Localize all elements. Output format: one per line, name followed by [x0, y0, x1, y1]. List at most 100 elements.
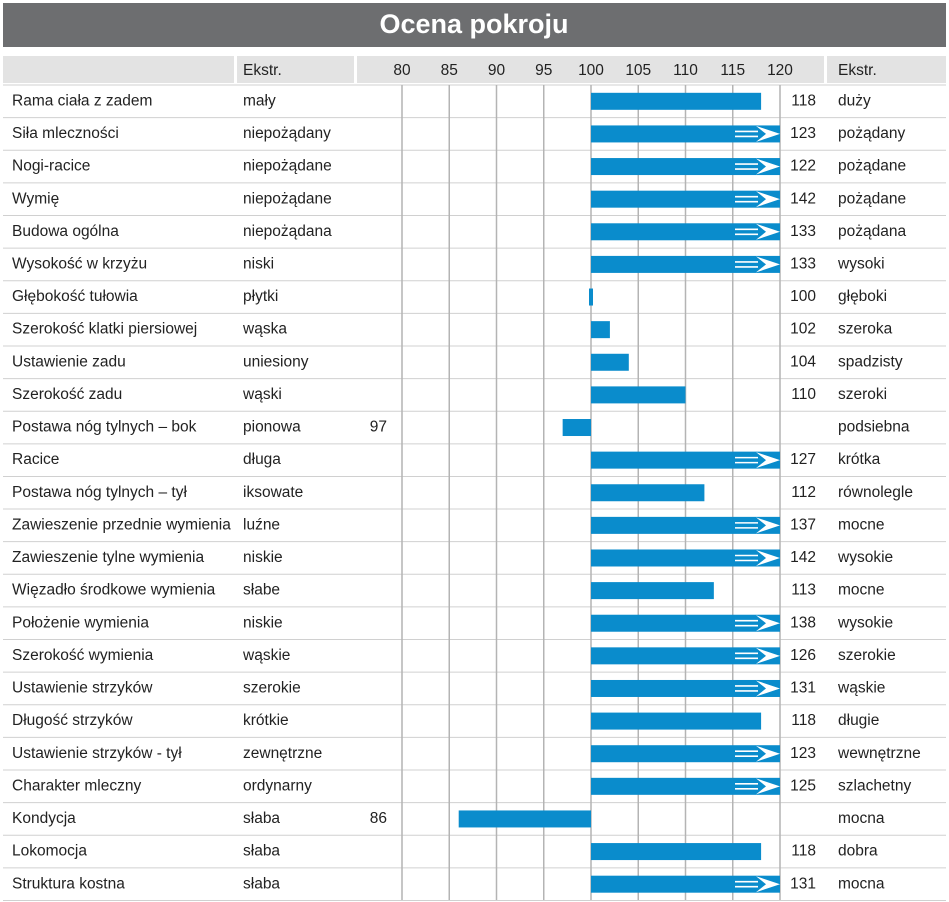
category-label: Rama ciała z zadem	[12, 92, 152, 109]
low-extreme-label: słaba	[243, 843, 280, 860]
low-extreme-label: pionowa	[243, 419, 301, 436]
category-label: Charakter mleczny	[12, 777, 141, 794]
category-label: Zawieszenie przednie wymienia	[12, 516, 231, 533]
high-extreme-label: wąskie	[837, 680, 885, 697]
overflow-arrow	[756, 680, 780, 697]
header-left: Ekstr.	[243, 62, 282, 79]
high-extreme-label: głęboki	[838, 288, 887, 305]
bar	[591, 125, 780, 143]
category-label: Kondycja	[12, 810, 76, 827]
category-label: Postawa nóg tylnych – bok	[12, 419, 197, 436]
low-extreme-label: iksowate	[243, 484, 303, 501]
low-extreme-label: wąski	[242, 386, 282, 403]
bar	[591, 386, 686, 404]
bar	[591, 516, 780, 534]
bar	[591, 158, 780, 176]
low-extreme-label: niepożądana	[243, 223, 332, 240]
value-label: 127	[790, 451, 816, 468]
category-label: Nogi-racice	[12, 158, 90, 175]
high-extreme-label: dobra	[838, 843, 878, 860]
header-bar	[3, 56, 946, 83]
x-tick-label: 95	[535, 62, 552, 79]
x-tick-label: 110	[673, 62, 698, 79]
high-extreme-label: szeroka	[838, 321, 893, 338]
value-label: 113	[791, 582, 816, 599]
category-label: Racice	[12, 451, 59, 468]
overflow-arrow	[756, 256, 780, 273]
bar	[458, 810, 591, 828]
category-label: Zawieszenie tylne wymienia	[12, 549, 204, 566]
bar	[589, 288, 593, 306]
value-label: 122	[790, 158, 816, 175]
value-label: 131	[790, 875, 816, 892]
header-separator	[234, 56, 237, 83]
value-label: 86	[370, 810, 387, 827]
bar	[591, 223, 780, 241]
low-extreme-label: krótkie	[243, 712, 289, 729]
category-label: Szerokość zadu	[12, 386, 122, 403]
value-label: 123	[790, 745, 816, 762]
overflow-arrow	[756, 158, 780, 175]
header-separator	[354, 56, 357, 83]
category-label: Wymię	[12, 190, 59, 207]
x-tick-label: 85	[441, 62, 458, 79]
category-label: Długość strzyków	[12, 712, 133, 729]
category-label: Wysokość w krzyżu	[12, 256, 147, 273]
header-separator	[824, 56, 827, 83]
value-label: 138	[790, 614, 816, 631]
low-extreme-label: słaba	[243, 810, 280, 827]
bar	[591, 712, 762, 730]
overflow-arrow	[756, 615, 780, 632]
low-extreme-label: mały	[243, 92, 276, 109]
value-label: 110	[791, 386, 816, 403]
value-label: 137	[790, 516, 816, 533]
bar	[591, 679, 780, 697]
x-tick-label: 115	[720, 62, 745, 79]
bar	[591, 255, 780, 273]
overflow-arrow	[756, 223, 780, 240]
high-extreme-label: mocne	[838, 516, 885, 533]
high-extreme-label: podsiebna	[838, 419, 910, 436]
bar	[591, 451, 780, 469]
low-extreme-label: długa	[243, 451, 281, 468]
high-extreme-label: mocna	[838, 875, 885, 892]
high-extreme-label: pożądany	[838, 125, 905, 142]
value-label: 142	[790, 549, 816, 566]
low-extreme-label: płytki	[243, 288, 278, 305]
bar	[591, 92, 762, 110]
overflow-arrow	[756, 778, 780, 795]
bar	[591, 875, 780, 893]
bar	[591, 745, 780, 763]
value-label: 118	[791, 712, 816, 729]
low-extreme-label: słabe	[243, 582, 280, 599]
bar	[591, 353, 629, 371]
low-extreme-label: niskie	[243, 614, 283, 631]
bar	[591, 843, 762, 861]
bar	[591, 321, 610, 339]
low-extreme-label: ordynarny	[243, 777, 312, 794]
overflow-arrow	[756, 452, 780, 469]
x-tick-label: 105	[625, 62, 651, 79]
low-extreme-label: słaba	[243, 875, 280, 892]
value-label: 104	[790, 353, 816, 370]
x-tick-label: 100	[578, 62, 604, 79]
low-extreme-label: wąskie	[242, 647, 290, 664]
bar	[562, 419, 591, 437]
value-label: 125	[790, 777, 816, 794]
category-label: Struktura kostna	[12, 875, 125, 892]
x-tick-label: 80	[393, 62, 411, 79]
overflow-arrow	[756, 876, 780, 893]
low-extreme-label: wąska	[242, 321, 287, 338]
overflow-arrow	[756, 191, 780, 208]
high-extreme-label: mocna	[838, 810, 885, 827]
value-label: 112	[791, 484, 816, 501]
value-label: 97	[370, 419, 387, 436]
overflow-arrow	[756, 647, 780, 664]
low-extreme-label: szerokie	[243, 680, 301, 697]
bar	[591, 614, 780, 632]
bar	[591, 190, 780, 208]
high-extreme-label: pożądane	[838, 158, 906, 175]
high-extreme-label: mocne	[838, 582, 885, 599]
high-extreme-label: długie	[838, 712, 879, 729]
